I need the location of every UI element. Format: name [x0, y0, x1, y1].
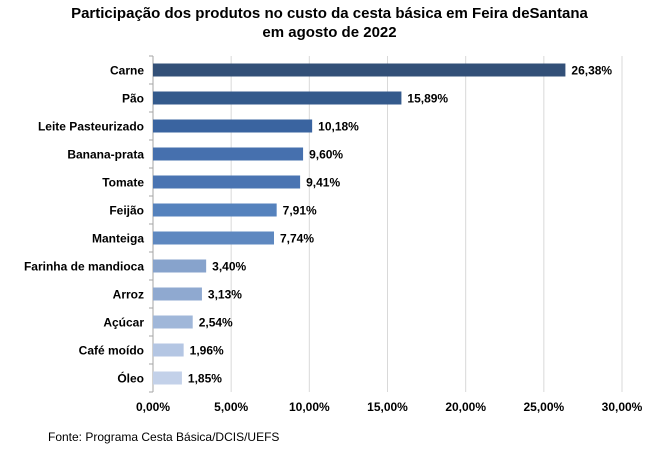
source-note: Fonte: Programa Cesta Básica/DCIS/UEFS — [48, 430, 280, 444]
gridlines — [230, 56, 623, 392]
data-label: 9,60% — [309, 148, 343, 162]
bar — [153, 63, 566, 77]
chart-title-line-2: em agosto de 2022 — [262, 24, 397, 41]
bar — [153, 315, 193, 329]
category-label: Açúcar — [103, 316, 144, 330]
bar — [153, 343, 184, 357]
bar — [153, 91, 402, 105]
bar — [153, 175, 301, 189]
data-label: 7,74% — [280, 232, 314, 246]
data-label: 2,54% — [199, 316, 233, 330]
data-label: 3,13% — [208, 288, 242, 302]
bar — [153, 119, 313, 133]
data-label: 26,38% — [571, 64, 612, 78]
category-label: Pão — [122, 92, 144, 106]
category-label: Óleo — [117, 371, 144, 386]
x-tick-label: 20,00% — [445, 400, 486, 414]
category-label: Carne — [110, 64, 144, 78]
category-label: Manteiga — [92, 232, 144, 246]
category-label: Farinha de mandioca — [24, 260, 144, 274]
x-tick-label: 5,00% — [214, 400, 248, 414]
category-label: Leite Pasteurizado — [38, 120, 144, 134]
chart-title: Participação dos produtos no custo da ce… — [0, 4, 659, 42]
bar — [153, 231, 275, 245]
category-label: Arroz — [113, 288, 144, 302]
data-label: 15,89% — [407, 92, 448, 106]
data-label: 9,41% — [306, 176, 340, 190]
chart-title-line-1: Participação dos produtos no custo da ce… — [71, 5, 588, 22]
category-label: Café moído — [79, 344, 144, 358]
data-label: 1,85% — [188, 372, 222, 386]
bar — [153, 147, 304, 161]
bar — [153, 287, 202, 301]
bar — [153, 259, 207, 273]
x-tick-label: 25,00% — [523, 400, 564, 414]
data-label: 3,40% — [212, 260, 246, 274]
category-label: Tomate — [102, 176, 144, 190]
x-tick-label: 15,00% — [367, 400, 408, 414]
bar — [153, 203, 277, 217]
bar — [153, 371, 182, 385]
bars: 26,38% 15,89% 10,18% 9,60% 9,41% 7,91% 7,74% 3,… — [153, 63, 612, 386]
x-tick-label: 10,00% — [289, 400, 330, 414]
x-tick-label: 0,00% — [136, 400, 170, 414]
data-label: 7,91% — [283, 204, 317, 218]
x-axis: 0,00% 5,00% 10,00% 15,00% 20,00% 25,00% 30,00%… — [24, 55, 643, 414]
category-label: Feijão — [109, 204, 144, 218]
category-label: Banana-prata — [67, 148, 144, 162]
data-label: 1,96% — [190, 344, 224, 358]
x-tick-label: 30,00% — [602, 400, 643, 414]
data-label: 10,18% — [318, 120, 359, 134]
